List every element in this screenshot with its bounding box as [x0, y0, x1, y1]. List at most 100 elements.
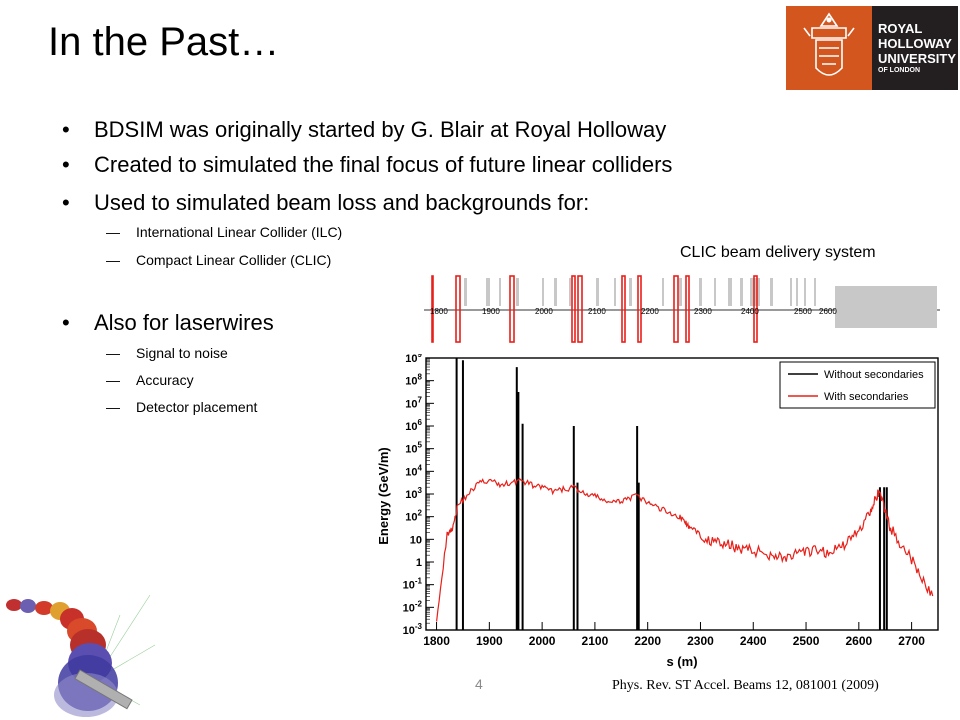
logo-line: OF LONDON: [878, 67, 920, 74]
bullet-text: Created to simulated the final focus of …: [94, 152, 673, 177]
lattice-tick-label: 1800: [430, 307, 448, 316]
lattice-tick-label: 1900: [482, 307, 500, 316]
lattice-element: [740, 278, 743, 306]
lattice-element: [596, 278, 599, 306]
lattice-element: [637, 275, 642, 343]
lattice-element: [770, 278, 773, 306]
sub-bullet-glyph: —: [106, 224, 120, 240]
lattice-element: [662, 278, 664, 306]
lattice-element: [796, 278, 798, 306]
citation: Phys. Rev. ST Accel. Beams 12, 081001 (2…: [612, 678, 879, 693]
sub-bullet-glyph: —: [106, 252, 120, 268]
x-tick-label: 2000: [529, 634, 556, 648]
series-line-with-secondaries: [436, 477, 934, 622]
lattice-element: [685, 275, 690, 343]
lattice-tick-label: 2400: [741, 307, 759, 316]
sub-bullet-glyph: —: [106, 345, 120, 361]
lattice-element: [455, 275, 461, 343]
bullet-glyph: •: [62, 152, 70, 177]
lattice-element: [486, 278, 490, 306]
x-tick-label: 2500: [793, 634, 820, 648]
lattice-element: [673, 275, 679, 343]
sub-bullet-text: Detector placement: [136, 399, 258, 415]
lattice-caption: CLIC beam delivery system: [680, 244, 876, 261]
lattice-element: [714, 278, 716, 306]
sub-bullet-item: — Detector placement: [106, 399, 257, 415]
lattice-element: [499, 278, 501, 306]
bullet-item: • Used to simulated beam loss and backgro…: [62, 190, 589, 216]
lattice-element: [621, 275, 626, 343]
x-tick-label: 2300: [687, 634, 714, 648]
lattice-element: [629, 278, 632, 306]
lattice-element: [753, 275, 758, 343]
logo-line: ROYAL: [878, 21, 923, 36]
lattice-element: [814, 278, 816, 306]
plot-frame: [425, 357, 939, 631]
x-tick-label: 2100: [582, 634, 609, 648]
lattice-element: [804, 278, 806, 306]
x-tick-label: 1900: [476, 634, 503, 648]
x-tick-label: 2200: [634, 634, 661, 648]
y-tick-label: 1: [416, 557, 422, 569]
beamline-lattice-diagram: 1800 1900 2000 2100 2200 2300 2400 2500 …: [424, 275, 940, 343]
energy-loss-chart: 10910810710610510410310210110-110-210-3 …: [370, 354, 942, 670]
x-tick-label: 2400: [740, 634, 767, 648]
sub-bullet-item: — International Linear Collider (ILC): [106, 224, 342, 240]
sub-bullet-item: — Signal to noise: [106, 345, 228, 361]
bullet-item: • Created to simulated the final focus of…: [62, 152, 672, 178]
y-axis-label: Energy (GeV/m): [376, 447, 391, 545]
lattice-element: [614, 278, 616, 306]
lattice-tick-label: 2300: [694, 307, 712, 316]
bullet-text: BDSIM was originally started by G. Blair…: [94, 117, 667, 142]
legend: Without secondaries With secondaries: [779, 361, 936, 409]
x-tick-label: 1800: [423, 634, 450, 648]
bullet-item: • BDSIM was originally started by G. Blai…: [62, 117, 666, 143]
royal-holloway-logo: ROYAL HOLLOWAY UNIVERSITY OF LONDON: [786, 6, 958, 90]
sub-bullet-text: Compact Linear Collider (CLIC): [136, 252, 332, 268]
lattice-element: [464, 278, 467, 306]
lattice-tick-label: 2100: [588, 307, 606, 316]
lattice-element: [542, 278, 544, 306]
sub-bullet-text: Accuracy: [136, 372, 194, 388]
slide-title: In the Past…: [48, 20, 280, 64]
lattice-tick-label: 2500: [794, 307, 812, 316]
crest-icon: [786, 6, 872, 90]
lattice-element: [516, 278, 519, 306]
lattice-element: [699, 278, 702, 306]
lattice-tick-label: 2600: [819, 307, 837, 316]
lattice-element: [790, 278, 792, 306]
x-tick-label: 2700: [898, 634, 925, 648]
sub-bullet-glyph: —: [106, 399, 120, 415]
legend-label: Without secondaries: [824, 369, 924, 381]
sub-bullet-text: Signal to noise: [136, 345, 228, 361]
logo-line: HOLLOWAY: [878, 36, 952, 51]
legend-label: With secondaries: [824, 391, 909, 403]
lattice-element: [571, 275, 576, 343]
sub-bullet-item: — Accuracy: [106, 372, 194, 388]
lattice-element: [509, 275, 515, 343]
lattice-tick-label: 2000: [535, 307, 553, 316]
lattice-element: [679, 278, 682, 306]
bullet-glyph: •: [62, 310, 70, 335]
beamline-render-image: [6, 594, 156, 717]
lattice-element: [750, 278, 760, 306]
page-number: 4: [475, 676, 483, 692]
y-tick-label: 10: [410, 534, 422, 546]
lattice-tick-label: 2200: [641, 307, 659, 316]
y-tick-label: 109: [405, 354, 422, 365]
lattice-element: [431, 275, 434, 343]
sub-bullet-item: — Compact Linear Collider (CLIC): [106, 252, 331, 268]
bullet-item: • Also for laserwires: [62, 310, 274, 336]
x-tick-label: 2600: [845, 634, 872, 648]
bullet-text: Used to simulated beam loss and backgrou…: [94, 190, 590, 215]
logo-line: UNIVERSITY: [878, 51, 957, 66]
bullet-glyph: •: [62, 190, 70, 215]
sub-bullet-text: International Linear Collider (ILC): [136, 224, 343, 240]
lattice-element: [554, 278, 557, 306]
lattice-element: [728, 278, 732, 306]
lattice-element: [577, 275, 583, 343]
lattice-element: [569, 278, 571, 306]
sub-bullet-glyph: —: [106, 372, 120, 388]
logo-wordmark: ROYAL HOLLOWAY UNIVERSITY OF LONDON: [872, 6, 958, 90]
x-axis-label: s (m): [666, 654, 697, 669]
